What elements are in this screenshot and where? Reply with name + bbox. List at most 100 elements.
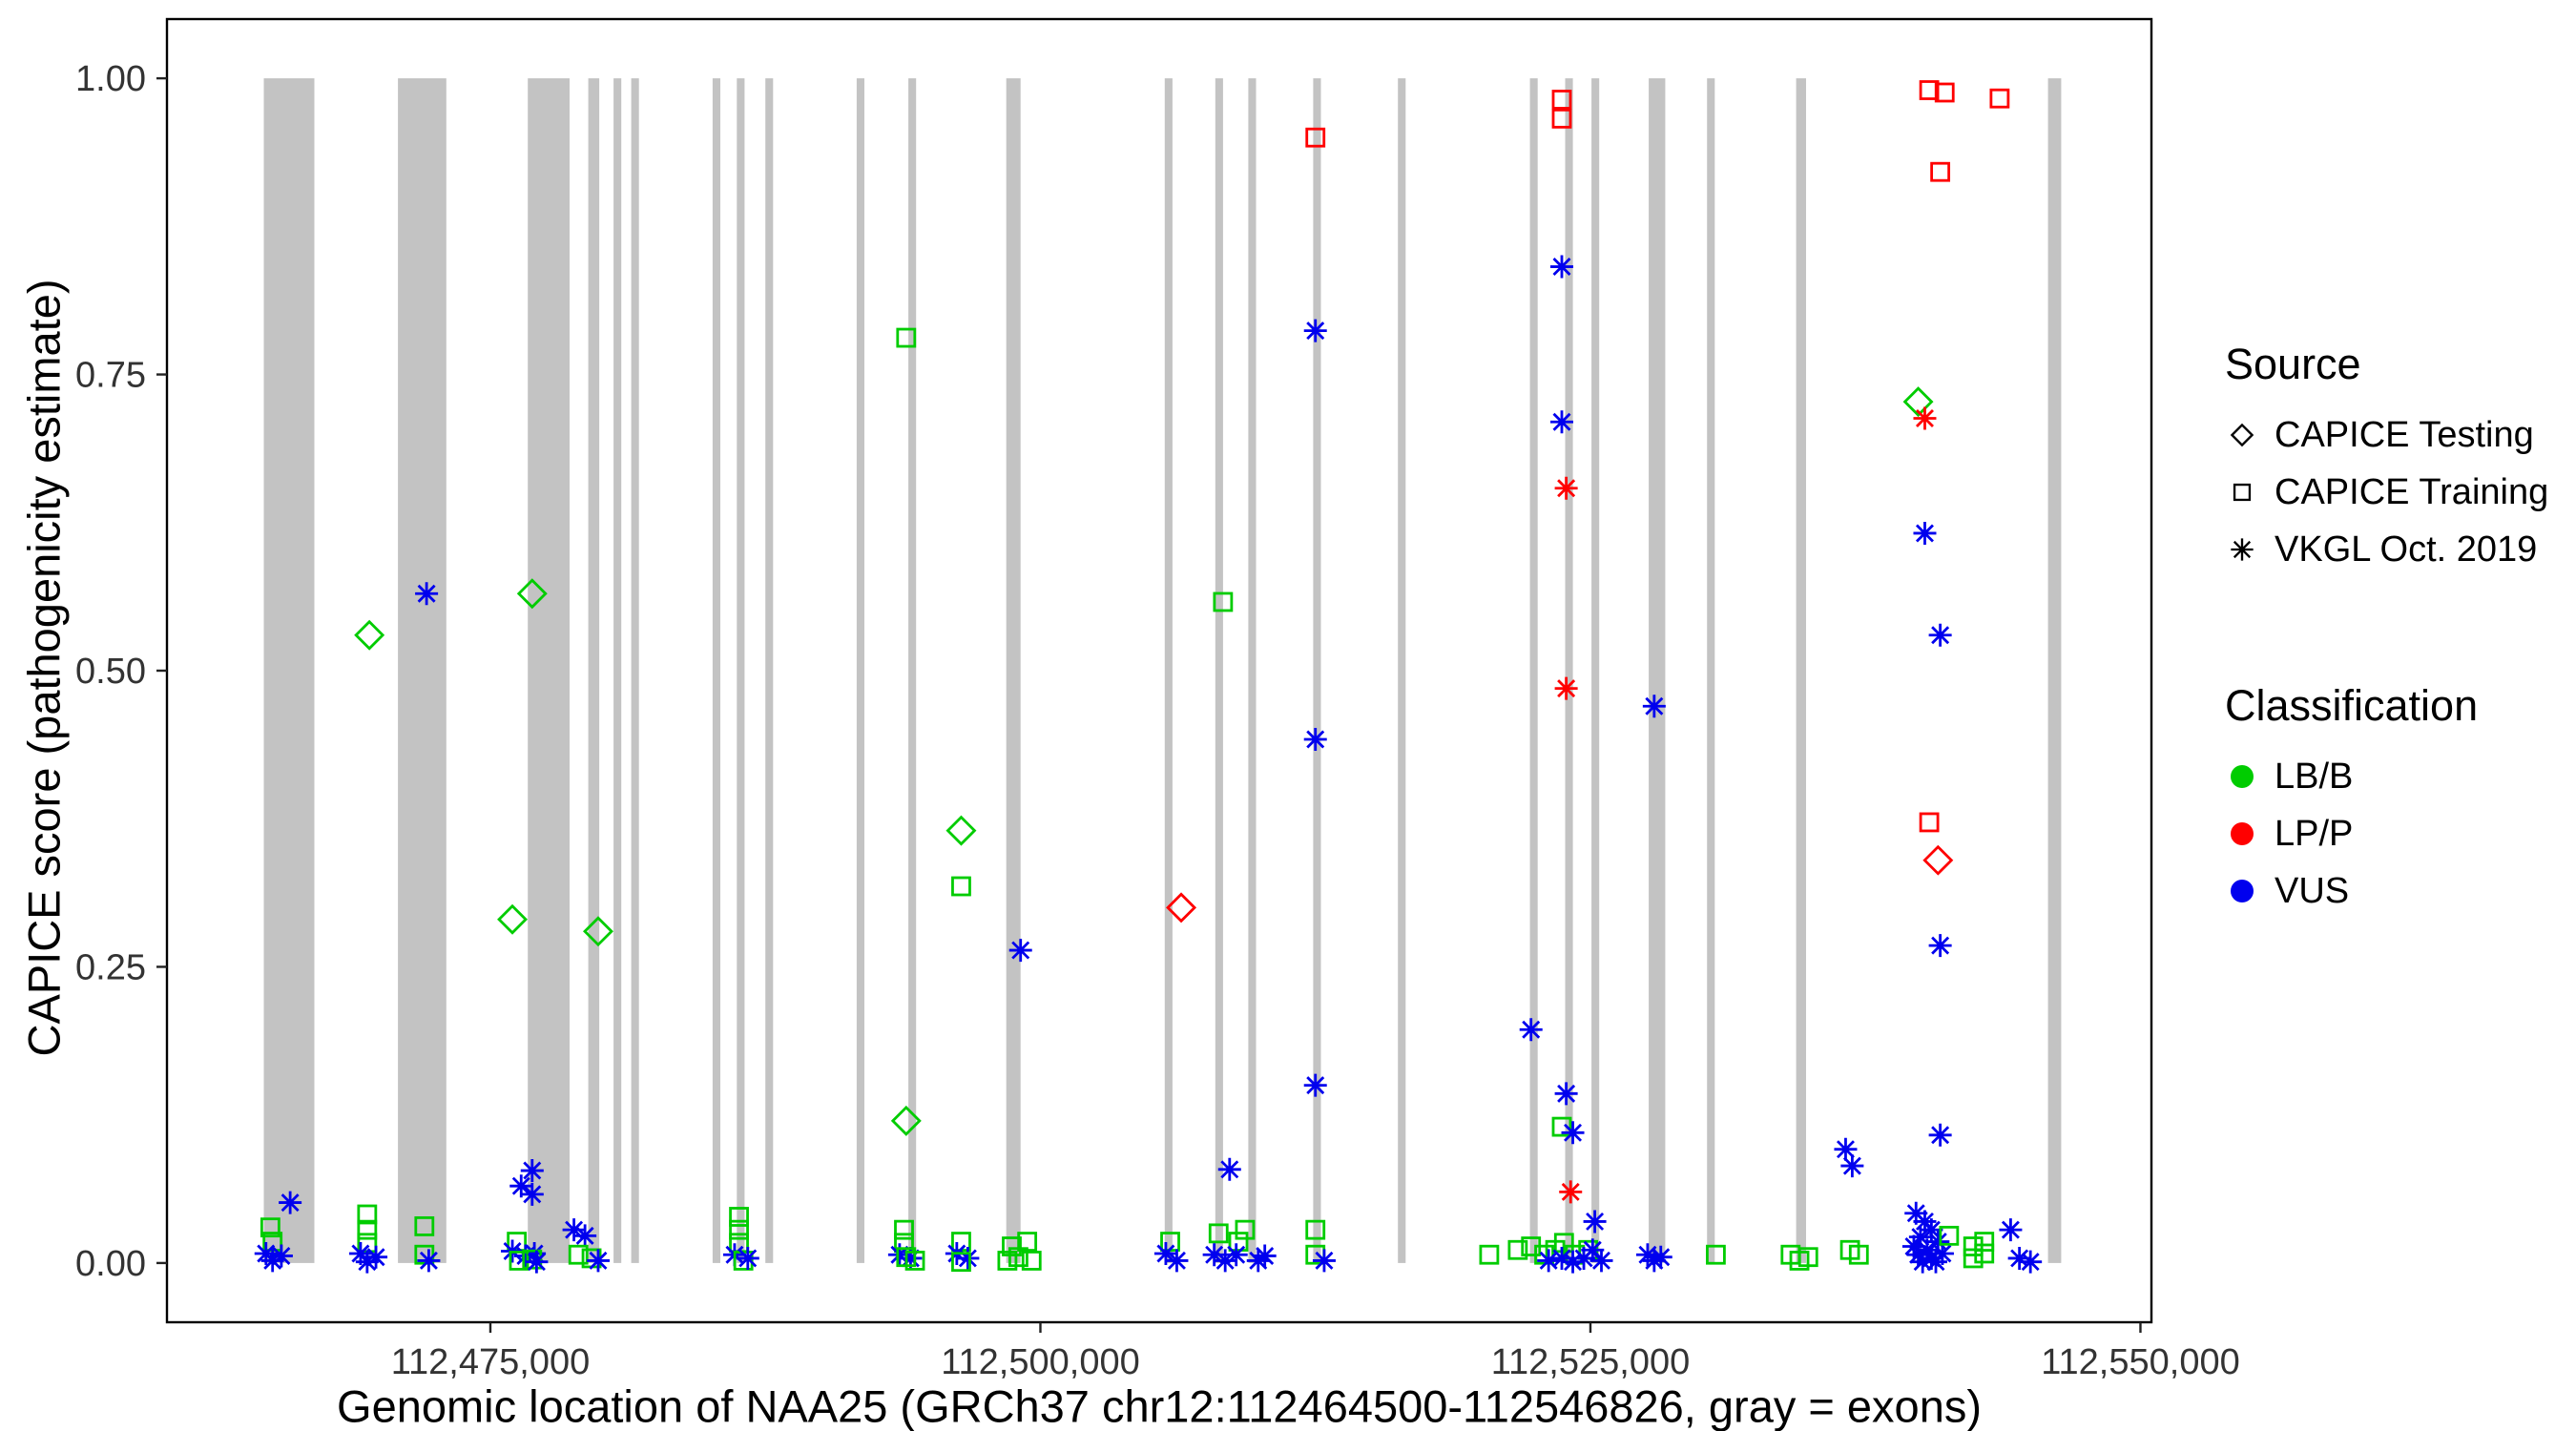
- data-point-training: [1008, 1247, 1028, 1268]
- legend-item-label: LB/B: [2275, 756, 2354, 797]
- legend-item-label: CAPICE Testing: [2275, 414, 2534, 455]
- data-point-vkgl: [525, 1250, 549, 1274]
- data-point-vkgl: [1928, 1123, 1952, 1147]
- exon-bar: [1565, 78, 1573, 1263]
- data-point-vkgl: [269, 1244, 293, 1268]
- exon-bar: [1398, 78, 1406, 1263]
- data-point-vkgl: [573, 1224, 597, 1248]
- data-point-vkgl: [1904, 1201, 1928, 1225]
- data-point-vkgl: [1303, 319, 1327, 342]
- y-tick-label: 0.75: [75, 356, 146, 396]
- data-point-vkgl: [1924, 1250, 1948, 1274]
- green-dot-icon: [2231, 765, 2254, 788]
- legend-item-lbb: LB/B: [2225, 748, 2548, 805]
- data-point-vkgl: [1303, 1073, 1327, 1097]
- data-point-testing: [890, 1105, 922, 1136]
- exon-bar: [1248, 78, 1257, 1263]
- x-axis-title: Genomic location of NAA25 (GRCh37 chr12:…: [337, 1380, 1982, 1431]
- data-point-vkgl: [1561, 1121, 1585, 1145]
- data-point-vkgl: [1165, 1249, 1189, 1273]
- legend-item-label: VKGL Oct. 2019: [2275, 529, 2538, 570]
- data-point-vkgl: [1214, 1249, 1237, 1273]
- exon-bar: [1649, 78, 1666, 1263]
- data-point-training: [1848, 1244, 1869, 1265]
- data-point-vkgl: [2019, 1250, 2043, 1274]
- data-point-training: [1551, 1116, 1572, 1137]
- data-point-training: [568, 1244, 589, 1265]
- data-point-training: [357, 1204, 378, 1225]
- data-point-vkgl: [887, 1243, 911, 1267]
- data-point-testing: [1902, 386, 1934, 418]
- blue-dot-icon: [2231, 880, 2254, 902]
- data-point-training: [1305, 1219, 1326, 1240]
- data-point-vkgl: [1642, 1249, 1666, 1273]
- data-point-vkgl: [1911, 1250, 1935, 1274]
- exon-bar: [631, 78, 639, 1263]
- data-point-training: [894, 1219, 914, 1240]
- data-point-vkgl: [899, 1246, 923, 1270]
- data-point-vkgl: [2007, 1246, 2031, 1270]
- data-point-vkgl: [1901, 1234, 1925, 1258]
- legend-classification-title: Classification: [2225, 681, 2479, 730]
- legend-item-lpp: LP/P: [2225, 805, 2548, 862]
- data-point-vkgl: [1202, 1243, 1226, 1267]
- legend-item-vkgl: VKGL Oct. 2019: [2225, 521, 2548, 578]
- data-point-testing: [354, 619, 385, 651]
- exon-bar: [398, 78, 447, 1263]
- exon-bar: [1796, 78, 1806, 1263]
- data-point-training: [1989, 88, 2010, 109]
- data-point-vkgl: [1583, 1210, 1607, 1234]
- data-point-vkgl: [279, 1191, 302, 1214]
- data-point-testing: [516, 578, 548, 610]
- data-point-training: [1963, 1236, 1984, 1256]
- exon-bar: [765, 78, 774, 1263]
- data-point-vkgl: [523, 1241, 547, 1265]
- legend-source-title: Source: [2225, 340, 2361, 388]
- data-point-testing: [945, 815, 977, 846]
- data-point-vkgl: [415, 582, 439, 606]
- data-point-vkgl: [586, 1249, 610, 1273]
- data-point-vkgl: [1908, 1225, 1932, 1249]
- data-point-vkgl: [1550, 410, 1573, 434]
- data-point-vkgl: [1834, 1137, 1858, 1161]
- y-axis-title: CAPICE score (pathogenicity estimate): [18, 279, 70, 1057]
- data-point-training: [1963, 1248, 1984, 1269]
- exon-bar: [1313, 78, 1321, 1263]
- data-point-vkgl: [1253, 1244, 1277, 1268]
- data-point-vkgl: [1999, 1218, 2023, 1242]
- legend-item-label: CAPICE Training: [2275, 471, 2549, 512]
- y-tick-label: 0.50: [75, 652, 146, 692]
- data-point-vkgl: [364, 1245, 388, 1269]
- data-point-training: [357, 1219, 378, 1240]
- plot-panel-border: [165, 17, 2153, 1324]
- exon-bar: [712, 78, 720, 1263]
- data-point-vkgl: [520, 1182, 544, 1206]
- data-point-training: [729, 1207, 749, 1227]
- data-point-training: [1974, 1243, 1995, 1264]
- exon-bar: [1529, 78, 1538, 1263]
- data-point-vkgl: [1906, 1243, 1930, 1267]
- data-point-vkgl: [1928, 934, 1952, 958]
- exon-bar: [2047, 78, 2062, 1263]
- data-point-vkgl: [1581, 1238, 1605, 1262]
- exon-bar: [588, 78, 600, 1263]
- data-point-vkgl: [355, 1250, 379, 1274]
- data-point-vkgl: [260, 1249, 284, 1273]
- data-point-training: [951, 1252, 971, 1273]
- data-point-vkgl: [1312, 1249, 1336, 1273]
- y-tick-label: 0.00: [75, 1244, 146, 1284]
- data-point-training: [1021, 1251, 1042, 1271]
- data-point-vkgl: [1224, 1243, 1248, 1267]
- exon-bar: [1215, 78, 1223, 1263]
- x-tick-label: 112,475,000: [391, 1342, 591, 1382]
- legend-item-capice-testing: CAPICE Testing: [2225, 406, 2548, 464]
- data-point-training: [1213, 591, 1234, 612]
- data-point-vkgl: [1217, 1157, 1241, 1181]
- x-tick-label: 112,550,000: [2041, 1342, 2240, 1382]
- data-point-vkgl: [1915, 1238, 1939, 1262]
- exon-bar: [1707, 78, 1715, 1263]
- data-point-training: [260, 1217, 280, 1238]
- data-point-vkgl: [1550, 255, 1573, 279]
